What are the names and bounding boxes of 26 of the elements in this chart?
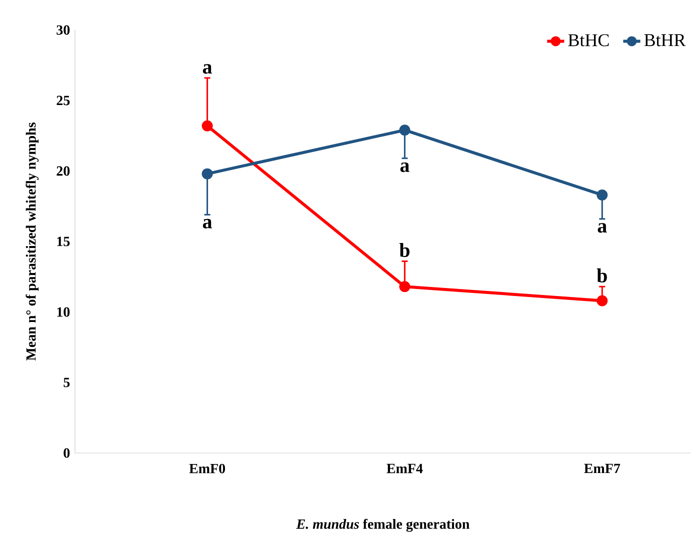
- x-axis-title: E. mundus female generation: [296, 518, 470, 532]
- point: [596, 189, 608, 200]
- x-tick-label: EmF4: [386, 464, 423, 474]
- y-tick-label: 25: [56, 96, 70, 106]
- y-tick-label: 15: [57, 236, 70, 246]
- y-tick-label: 5: [64, 378, 70, 388]
- x-tick-label: EmF0: [189, 464, 226, 474]
- y-tick-label: 0: [64, 448, 70, 458]
- y-tick-label: 10: [57, 307, 70, 317]
- point: [399, 281, 410, 292]
- annotation: a: [202, 218, 212, 228]
- y-tick-label: 20: [56, 166, 70, 176]
- y-tick-label: 30: [56, 25, 70, 35]
- annotation: b: [399, 242, 410, 258]
- point: [202, 168, 213, 180]
- annotation: a: [202, 64, 212, 74]
- point: [399, 124, 410, 136]
- y-axis-title: Mean n° of parasitized whitefly nymphs: [26, 122, 39, 361]
- point: [202, 120, 213, 132]
- legend-label: BtHC: [568, 34, 609, 46]
- x-tick-label: EmF7: [584, 464, 620, 474]
- legend-label: BtHR: [644, 34, 686, 46]
- point: [596, 295, 608, 306]
- annotation: b: [596, 268, 607, 282]
- annotation: a: [598, 223, 607, 233]
- annotation: a: [400, 162, 410, 172]
